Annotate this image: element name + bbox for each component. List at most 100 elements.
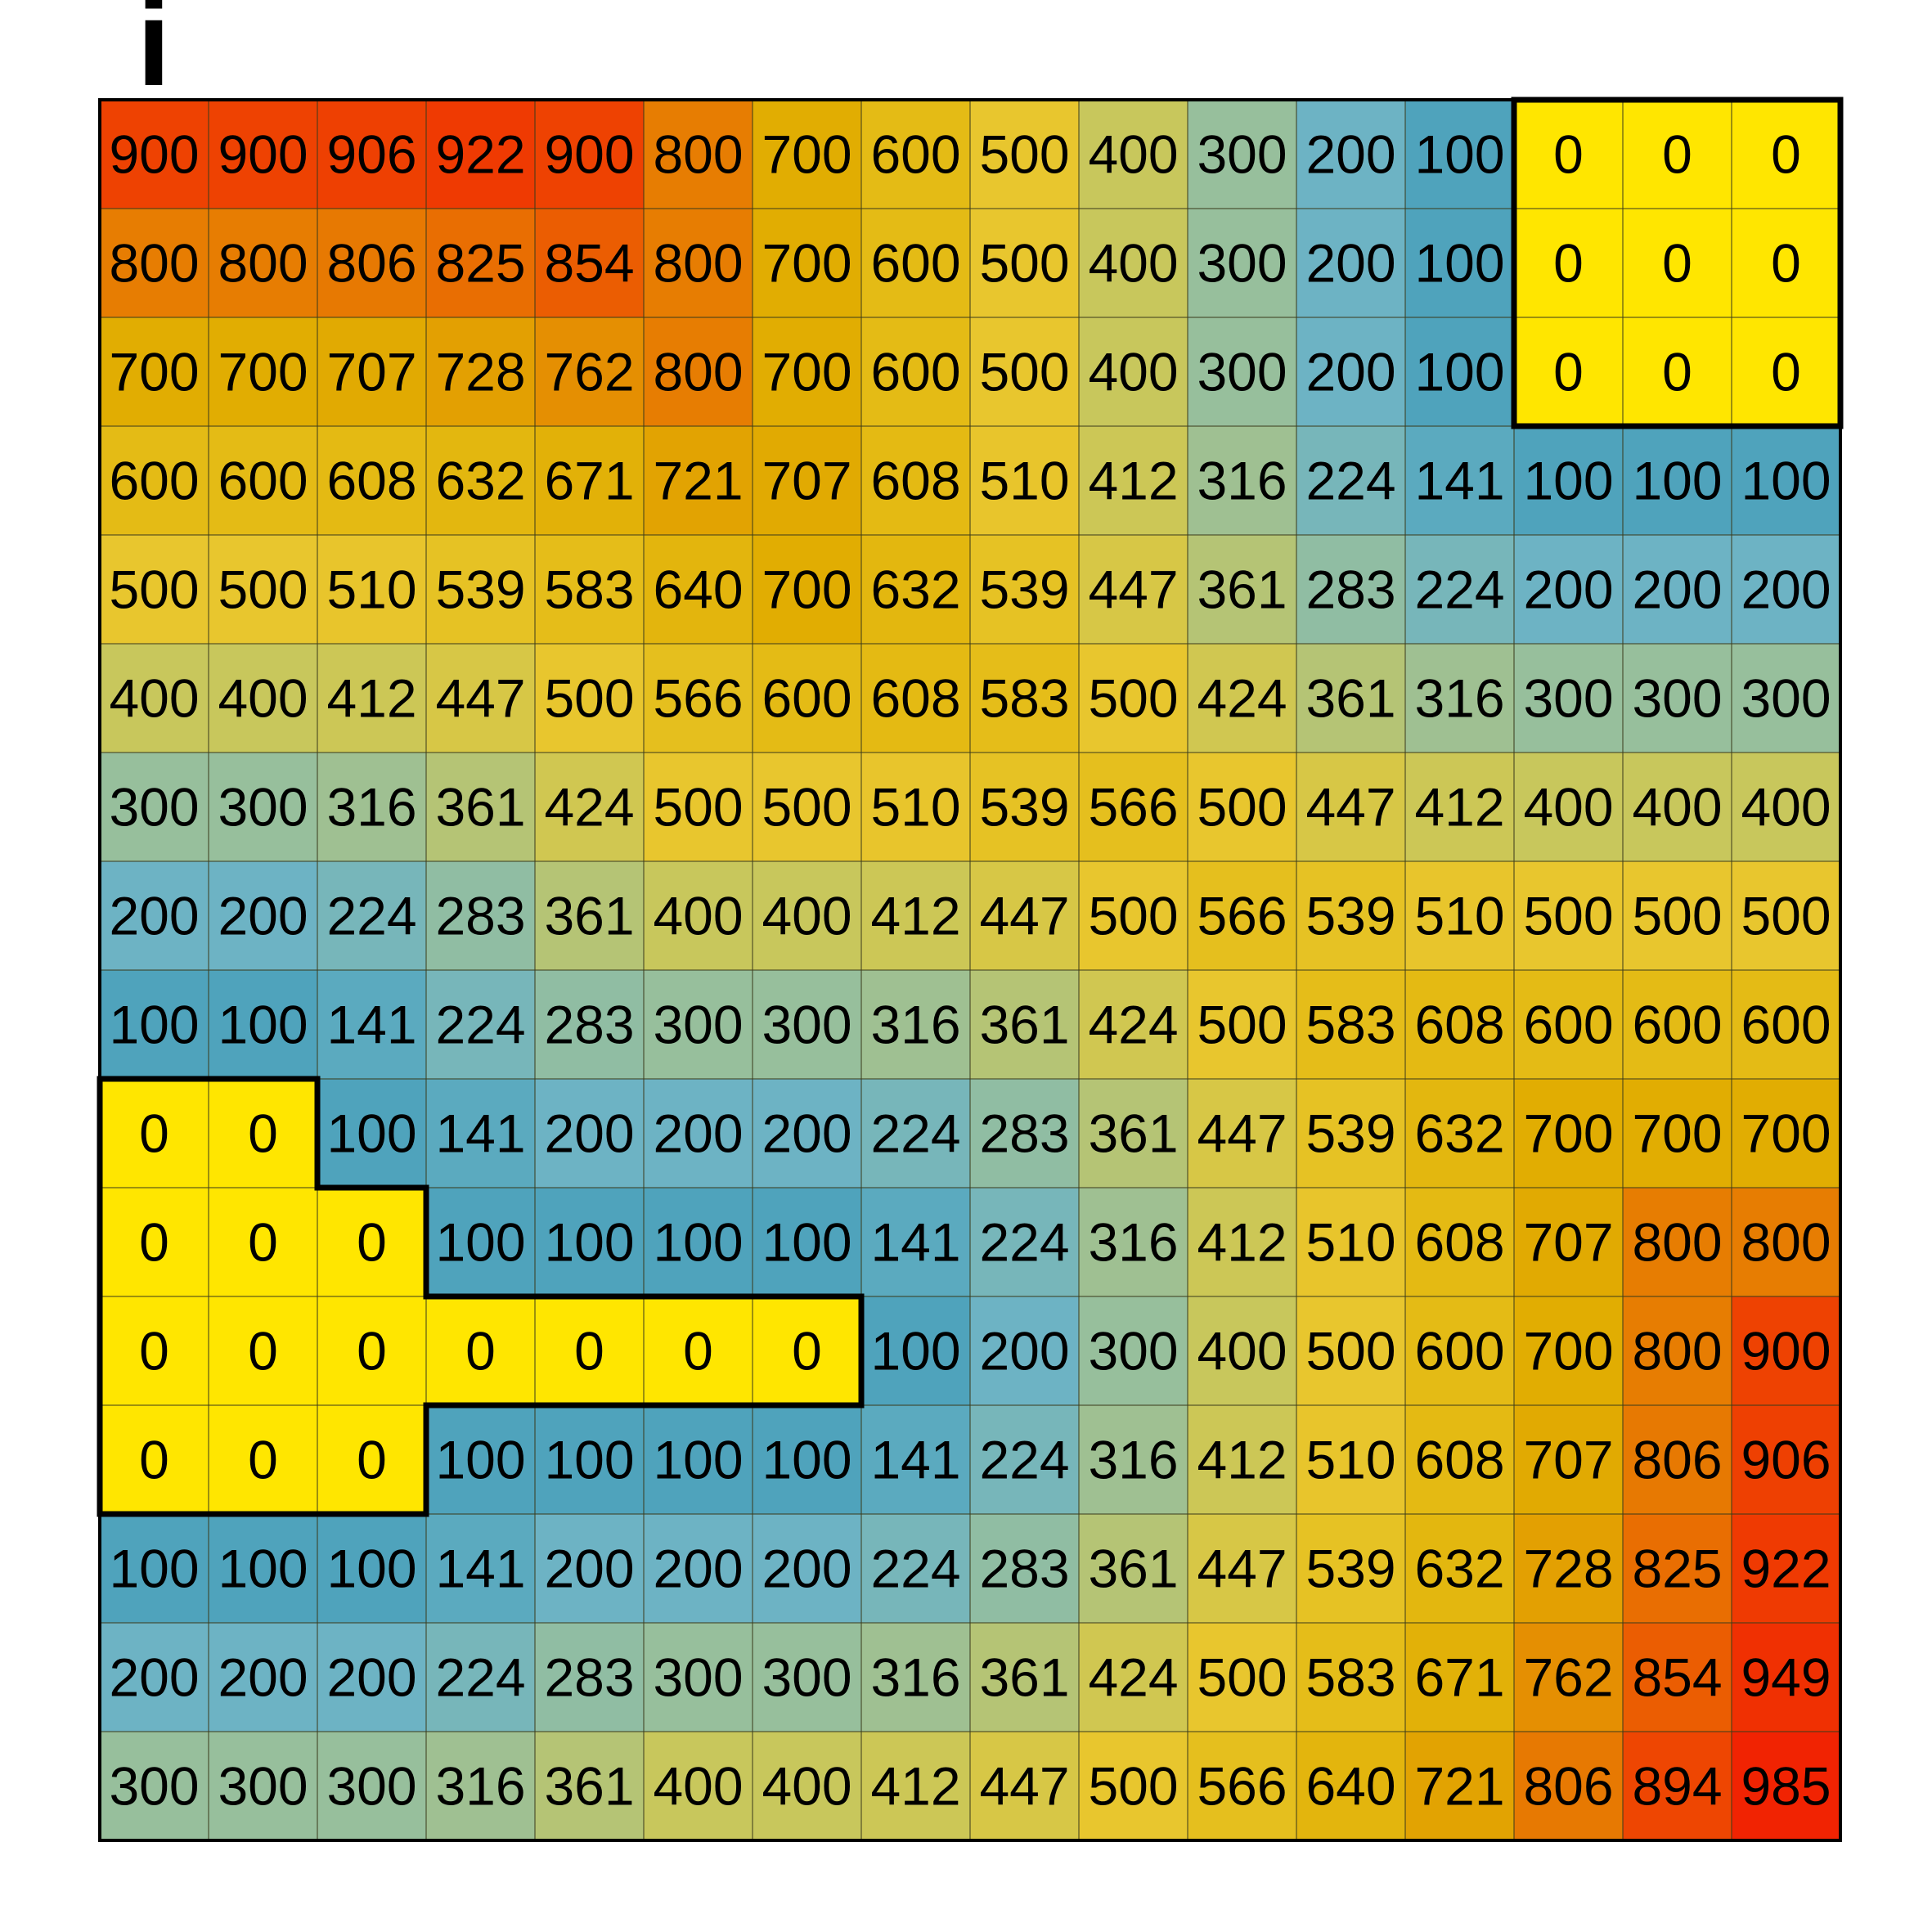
cell-value-label: 806 bbox=[1632, 1430, 1722, 1490]
heatmap-cell bbox=[1078, 860, 1188, 971]
cell-value-label: 400 bbox=[1088, 233, 1178, 294]
cell-value-label: 800 bbox=[653, 342, 743, 402]
cell-value-label: 361 bbox=[1197, 559, 1287, 620]
heatmap-cell bbox=[99, 969, 209, 1080]
cell-value-label: 640 bbox=[1305, 1756, 1395, 1817]
heatmap-cell bbox=[99, 1622, 209, 1732]
cell-value-label: 707 bbox=[326, 342, 416, 402]
cell-value-label: 224 bbox=[870, 1103, 960, 1164]
heatmap-cell bbox=[534, 1513, 645, 1624]
heatmap-cell bbox=[317, 969, 427, 1080]
cell-value-label: 0 bbox=[139, 1430, 169, 1490]
heatmap-cell bbox=[99, 1513, 209, 1624]
cell-value-label: 316 bbox=[435, 1756, 525, 1817]
heatmap-cell bbox=[1296, 860, 1406, 971]
heatmap-cell bbox=[860, 1187, 971, 1297]
cell-value-label: 539 bbox=[1305, 886, 1395, 946]
heatmap-cell bbox=[99, 425, 209, 536]
cell-value-label: 700 bbox=[1523, 1103, 1613, 1164]
heatmap-cell bbox=[1731, 643, 1841, 753]
heatmap-value-labels: 900 900 906 922 900 800 700 600 500 400 300 200 100 0… bbox=[109, 124, 1831, 1817]
cell-value-label: 400 bbox=[762, 886, 851, 946]
cell-value-label: 825 bbox=[1632, 1539, 1722, 1599]
heatmap-cell bbox=[860, 860, 971, 971]
cell-value-label: 900 bbox=[1741, 1321, 1831, 1382]
cell-value-label: 0 bbox=[1771, 233, 1801, 294]
cell-value-label: 500 bbox=[1632, 886, 1722, 946]
heatmap-cell bbox=[534, 1622, 645, 1732]
cell-value-label: 894 bbox=[1632, 1756, 1722, 1817]
heatmap-cell bbox=[534, 99, 645, 209]
cell-value-label: 100 bbox=[870, 1321, 960, 1382]
cell-value-label: 200 bbox=[1523, 559, 1613, 620]
heatmap-cell bbox=[317, 1513, 427, 1624]
heatmap-cell bbox=[1404, 860, 1515, 971]
heatmap-cell bbox=[860, 643, 971, 753]
heatmap-cell bbox=[425, 1513, 536, 1624]
cell-value-label: 0 bbox=[248, 1103, 278, 1164]
cell-value-label: 412 bbox=[870, 1756, 960, 1817]
cell-value-label: 400 bbox=[218, 668, 308, 729]
cell-value-label: 316 bbox=[870, 1647, 960, 1708]
heatmap-cell bbox=[1187, 1622, 1297, 1732]
cell-value-label: 500 bbox=[1741, 886, 1831, 946]
heatmap-cell bbox=[1731, 1404, 1841, 1515]
cell-value-label: 224 bbox=[435, 995, 525, 1055]
cell-value-label: 510 bbox=[870, 777, 960, 838]
heatmap-cell bbox=[860, 1404, 971, 1515]
cell-value-label: 600 bbox=[1523, 995, 1613, 1055]
heatmap-cell bbox=[969, 860, 1080, 971]
cell-value-label: 283 bbox=[435, 886, 525, 946]
heatmap-cell bbox=[317, 317, 427, 427]
cell-value-label: 200 bbox=[1741, 559, 1831, 620]
cell-value-label: 100 bbox=[1414, 233, 1504, 294]
cell-value-label: 0 bbox=[1662, 124, 1692, 185]
heatmap-cell bbox=[208, 969, 318, 1080]
heatmap-cell bbox=[1513, 1731, 1624, 1841]
cell-value-label: 510 bbox=[1305, 1212, 1395, 1273]
cell-value-label: 0 bbox=[357, 1212, 387, 1273]
cell-value-label: 600 bbox=[870, 124, 960, 185]
cell-value-label: 100 bbox=[1741, 451, 1831, 511]
heatmap-cell bbox=[860, 99, 971, 209]
cell-value-label: 100 bbox=[326, 1103, 416, 1164]
cell-value-label: 906 bbox=[1741, 1430, 1831, 1490]
cell-value-label: 316 bbox=[1414, 668, 1504, 729]
heatmap-cell bbox=[1513, 1404, 1624, 1515]
heatmap-frame bbox=[98, 98, 1842, 1842]
cell-value-label: 224 bbox=[326, 886, 416, 946]
heatmap-cell bbox=[425, 860, 536, 971]
heatmap-cell bbox=[752, 969, 862, 1080]
cell-value-label: 500 bbox=[1088, 668, 1178, 729]
heatmap-cell bbox=[1296, 208, 1406, 318]
heatmap-cell bbox=[643, 208, 753, 318]
cell-value-label: 762 bbox=[1523, 1647, 1613, 1708]
cell-value-label: 200 bbox=[544, 1103, 634, 1164]
heatmap-cell bbox=[1078, 1078, 1188, 1188]
heatmap-cell bbox=[1078, 752, 1188, 862]
cell-value-label: 600 bbox=[870, 233, 960, 294]
heatmap-cell bbox=[1622, 643, 1732, 753]
cell-value-label: 100 bbox=[435, 1430, 525, 1490]
heatmap-cell bbox=[1187, 317, 1297, 427]
heatmap-cell bbox=[534, 534, 645, 645]
heatmap-cell bbox=[317, 425, 427, 536]
cell-value-label: 361 bbox=[1088, 1539, 1178, 1599]
cell-value-label: 0 bbox=[465, 1321, 496, 1382]
cell-value-label: 224 bbox=[1305, 451, 1395, 511]
heatmap-cell bbox=[860, 1731, 971, 1841]
heatmap-cell bbox=[1622, 969, 1732, 1080]
cell-value-label: 583 bbox=[1305, 995, 1395, 1055]
cell-value-label: 721 bbox=[653, 451, 743, 511]
heatmap-cell bbox=[969, 425, 1080, 536]
cell-value-label: 500 bbox=[653, 777, 743, 838]
heatmap-cell bbox=[425, 643, 536, 753]
cell-value-label: 608 bbox=[870, 451, 960, 511]
cell-value-label: 583 bbox=[544, 559, 634, 620]
heatmap-cell bbox=[752, 643, 862, 753]
cell-value-label: 0 bbox=[357, 1321, 387, 1382]
heatmap-cell bbox=[1622, 752, 1732, 862]
cell-value-label: 510 bbox=[979, 451, 1069, 511]
heatmap-cell bbox=[208, 1078, 318, 1188]
heatmap-cell bbox=[1187, 1078, 1297, 1188]
